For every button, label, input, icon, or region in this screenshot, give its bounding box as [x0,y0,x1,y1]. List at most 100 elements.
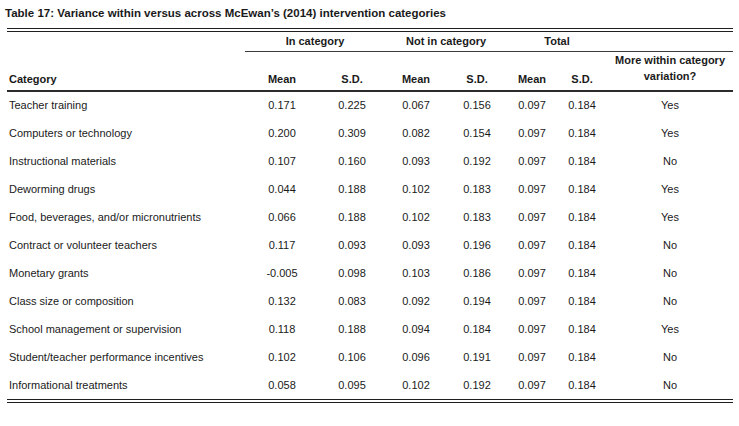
category-cell: Computers or technology [7,119,245,147]
total-mean-cell: 0.097 [507,203,557,231]
page: Table 17: Variance within versus across … [0,0,739,426]
in-category-sd-cell: 0.188 [319,175,385,203]
table-row: Instructional materials 0.107 0.160 0.09… [7,147,733,175]
not-in-category-sd-cell: 0.194 [447,287,507,315]
in-category-sd-cell: 0.188 [319,203,385,231]
category-cell: Food, beverages, and/or micronutrients [7,203,245,231]
in-category-sd-cell: 0.083 [319,287,385,315]
variance-table: In category Not in category Total Catego… [7,32,733,399]
column-header-not-sd: S.D. [447,51,507,91]
more-within-cell: Yes [607,315,733,343]
group-header-row: In category Not in category Total [7,32,733,51]
group-header-spacer [7,32,245,51]
total-mean-cell: 0.097 [507,91,557,119]
in-category-sd-cell: 0.106 [319,343,385,371]
more-within-cell: No [607,343,733,371]
in-category-mean-cell: 0.117 [245,231,319,259]
total-mean-cell: 0.097 [507,315,557,343]
total-sd-cell: 0.184 [557,91,607,119]
category-cell: Student/teacher performance incentives [7,343,245,371]
category-cell: School management or supervision [7,315,245,343]
total-sd-cell: 0.184 [557,343,607,371]
total-sd-cell: 0.184 [557,147,607,175]
category-cell: Class size or composition [7,287,245,315]
table-header: In category Not in category Total Catego… [7,32,733,91]
table-row: Teacher training 0.171 0.225 0.067 0.156… [7,91,733,119]
category-cell: Contract or volunteer teachers [7,231,245,259]
not-in-category-sd-cell: 0.192 [447,371,507,399]
total-mean-cell: 0.097 [507,147,557,175]
more-within-cell: No [607,259,733,287]
in-category-sd-cell: 0.160 [319,147,385,175]
column-header-in-mean: Mean [245,51,319,91]
bottom-double-rule [7,399,733,403]
category-cell: Informational treatments [7,371,245,399]
total-sd-cell: 0.184 [557,287,607,315]
total-sd-cell: 0.184 [557,119,607,147]
in-category-mean-cell: 0.044 [245,175,319,203]
table-row: Monetary grants -0.005 0.098 0.103 0.186… [7,259,733,287]
not-in-category-sd-cell: 0.191 [447,343,507,371]
in-category-mean-cell: -0.005 [245,259,319,287]
total-sd-cell: 0.184 [557,203,607,231]
group-header-trailing-cell [607,32,733,51]
not-in-category-sd-cell: 0.196 [447,231,507,259]
column-header-not-mean: Mean [385,51,447,91]
not-in-category-mean-cell: 0.067 [385,91,447,119]
in-category-sd-cell: 0.309 [319,119,385,147]
table-row: Computers or technology 0.200 0.309 0.08… [7,119,733,147]
not-in-category-mean-cell: 0.093 [385,231,447,259]
column-header-more-within-line1: More within category [607,52,733,69]
category-cell: Teacher training [7,91,245,119]
total-mean-cell: 0.097 [507,343,557,371]
in-category-mean-cell: 0.058 [245,371,319,399]
more-within-cell: Yes [607,119,733,147]
more-within-cell: No [607,147,733,175]
variance-table-wrapper: In category Not in category Total Catego… [7,28,733,403]
in-category-sd-cell: 0.188 [319,315,385,343]
not-in-category-mean-cell: 0.093 [385,147,447,175]
column-header-more-within-line2: variation? [607,68,733,85]
table-row: Informational treatments 0.058 0.095 0.1… [7,371,733,399]
table-row: Food, beverages, and/or micronutrients 0… [7,203,733,231]
in-category-mean-cell: 0.118 [245,315,319,343]
in-category-mean-cell: 0.200 [245,119,319,147]
column-header-category: Category [7,51,245,91]
total-mean-cell: 0.097 [507,175,557,203]
in-category-mean-cell: 0.102 [245,343,319,371]
total-mean-cell: 0.097 [507,231,557,259]
in-category-mean-cell: 0.066 [245,203,319,231]
column-header-total-sd: S.D. [557,51,607,91]
not-in-category-mean-cell: 0.092 [385,287,447,315]
category-cell: Deworming drugs [7,175,245,203]
total-sd-cell: 0.184 [557,231,607,259]
more-within-cell: Yes [607,203,733,231]
not-in-category-sd-cell: 0.183 [447,175,507,203]
group-header-total: Total [507,32,607,51]
table-row: Deworming drugs 0.044 0.188 0.102 0.183 … [7,175,733,203]
total-mean-cell: 0.097 [507,119,557,147]
category-cell: Monetary grants [7,259,245,287]
category-cell: Instructional materials [7,147,245,175]
in-category-sd-cell: 0.093 [319,231,385,259]
more-within-cell: No [607,231,733,259]
more-within-cell: No [607,287,733,315]
in-category-sd-cell: 0.225 [319,91,385,119]
in-category-sd-cell: 0.095 [319,371,385,399]
total-mean-cell: 0.097 [507,287,557,315]
column-header-in-sd: S.D. [319,51,385,91]
table-row: Contract or volunteer teachers 0.117 0.0… [7,231,733,259]
table-row: Student/teacher performance incentives 0… [7,343,733,371]
total-sd-cell: 0.184 [557,175,607,203]
not-in-category-sd-cell: 0.186 [447,259,507,287]
not-in-category-mean-cell: 0.103 [385,259,447,287]
column-header-row: Category Mean S.D. Mean S.D. Mean S.D. M… [7,51,733,91]
not-in-category-sd-cell: 0.184 [447,315,507,343]
not-in-category-mean-cell: 0.096 [385,343,447,371]
table-row: Class size or composition 0.132 0.083 0.… [7,287,733,315]
group-header-not-in-category: Not in category [385,32,507,51]
more-within-cell: Yes [607,175,733,203]
not-in-category-mean-cell: 0.102 [385,175,447,203]
not-in-category-mean-cell: 0.094 [385,315,447,343]
table-title: Table 17: Variance within versus across … [0,0,739,19]
